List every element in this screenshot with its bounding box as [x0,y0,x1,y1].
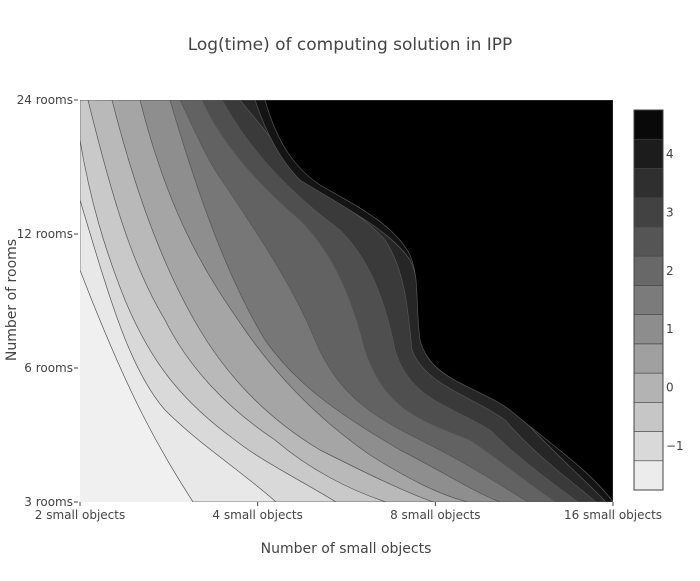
colorbar [633,109,664,491]
colorbar-outline [633,109,664,491]
y-tick-label: 24 rooms [17,93,73,107]
colorbar-tick-label: 0 [666,381,674,395]
contour-bands [80,100,613,502]
colorbar-segment [633,255,664,286]
x-axis-ticks: 2 small objects 4 small objects 8 small ob… [35,502,662,522]
colorbar-segment [633,372,664,403]
y-axis-ticks: 3 rooms 6 rooms 12 rooms 24 rooms [17,93,78,509]
colorbar-segment [633,285,664,315]
chart-title: Log(time) of computing solution in IPP [188,35,513,55]
contour-band [253,100,613,502]
colorbar-segment [633,460,664,491]
colorbar-tick-label: −1 [666,439,684,453]
x-tick-label: 16 small objects [564,508,662,522]
colorbar-segment [633,431,664,462]
x-axis-label: Number of small objects [261,541,432,557]
y-axis-label: Number of rooms [4,239,20,361]
colorbar-tick-label: 2 [666,264,674,278]
colorbar-ticks: −1 0 1 2 3 4 [666,147,684,453]
y-tick-label: 3 rooms [24,495,73,509]
y-tick-label: 12 rooms [17,227,73,241]
x-tick-label: 2 small objects [35,508,125,522]
plot-area [80,100,613,502]
colorbar-segment [633,168,664,198]
colorbar-segment [633,314,664,345]
colorbar-segment [633,226,664,257]
colorbar-segment [633,343,664,374]
colorbar-segment [633,197,664,228]
colorbar-segment [633,109,664,140]
colorbar-tick-label: 1 [666,322,674,336]
colorbar-segment [633,138,664,169]
y-tick-label: 6 rooms [24,361,73,375]
colorbar-segment [633,402,664,432]
colorbar-tick-label: 4 [666,147,674,161]
colorbar-tick-label: 3 [666,205,674,219]
x-tick-label: 8 small objects [390,508,480,522]
x-tick-label: 4 small objects [212,508,302,522]
